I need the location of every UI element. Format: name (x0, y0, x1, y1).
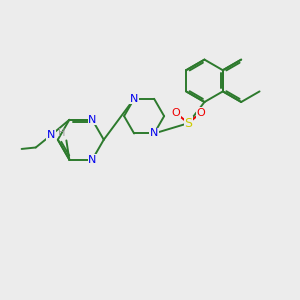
Text: N: N (88, 115, 97, 125)
Text: N: N (150, 128, 158, 139)
Text: N: N (130, 94, 138, 104)
Text: N: N (47, 130, 55, 140)
Text: S: S (184, 117, 192, 130)
Text: O: O (196, 108, 205, 118)
Text: H: H (58, 128, 65, 138)
Text: N: N (88, 154, 97, 165)
Text: O: O (172, 108, 180, 118)
